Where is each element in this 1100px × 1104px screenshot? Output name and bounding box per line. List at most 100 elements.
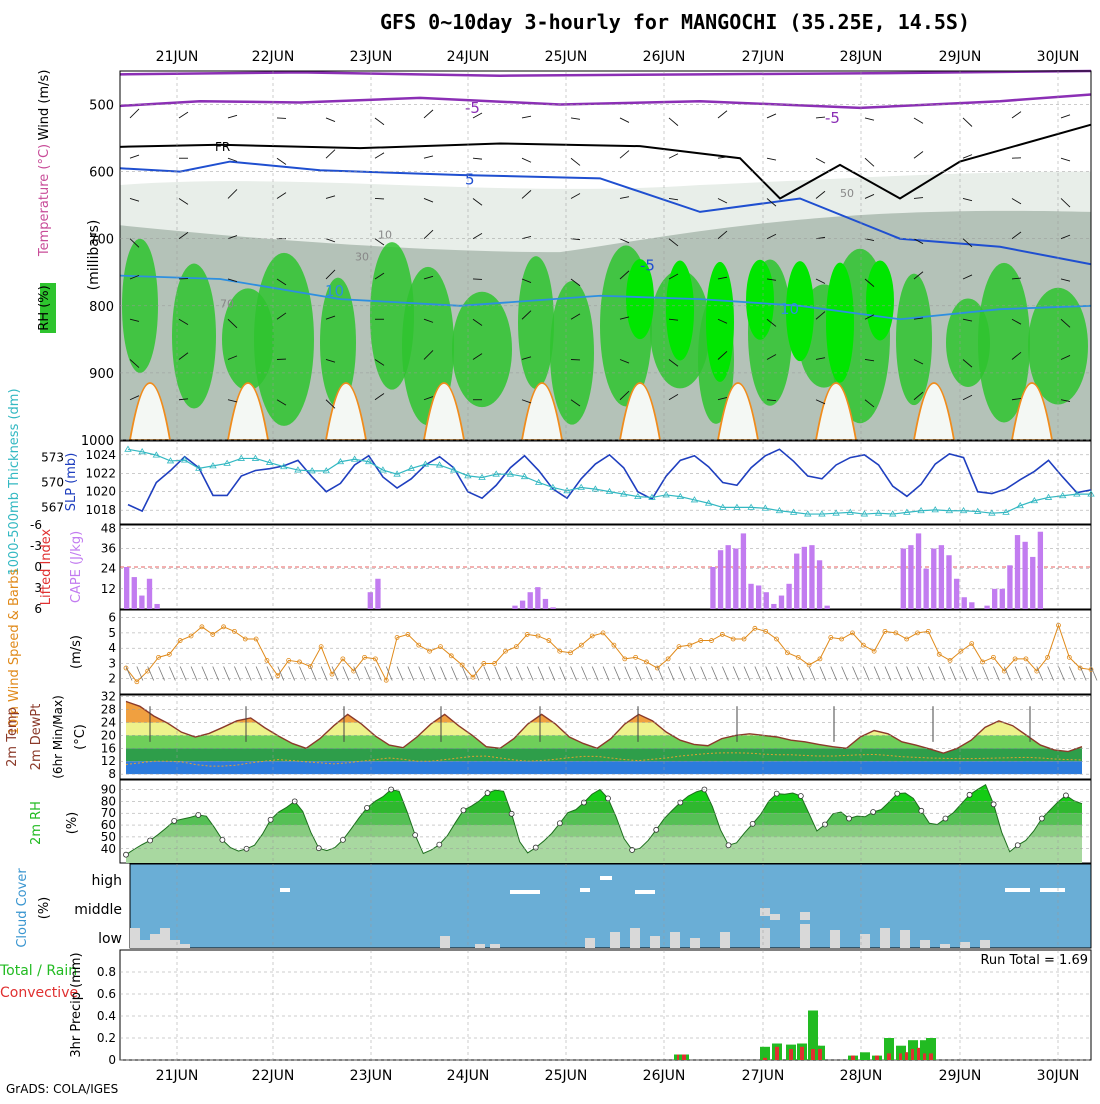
cape-bar [901, 549, 906, 609]
rh-bright-plume [866, 260, 894, 340]
rh-marker [847, 816, 852, 821]
precip-conv-bar [887, 1053, 891, 1060]
date-label-top: 23JUN [350, 49, 393, 65]
contour-label: 30 [355, 251, 369, 264]
date-label-top: 24JUN [447, 49, 490, 65]
cape-bar [992, 589, 997, 609]
cape-bar [1007, 565, 1012, 609]
cape-bar [931, 549, 936, 609]
cape-bar [710, 567, 715, 609]
wind-legend-label: Wind (m/s) [37, 70, 52, 141]
rh-marker [654, 827, 659, 832]
cape-bar [741, 533, 746, 609]
rh-unit-label: (%) [65, 812, 80, 835]
rh-marker [509, 811, 514, 816]
cape-bar [969, 602, 974, 609]
rh-marker [1015, 843, 1020, 848]
cloud-mid-block [770, 914, 780, 920]
rh-marker [798, 794, 803, 799]
cape-bar [764, 592, 769, 609]
date-label-top: 21JUN [156, 49, 199, 65]
cape-bar [139, 596, 144, 609]
precip-tick: 0.4 [97, 1009, 116, 1023]
temp-tick: 8 [108, 767, 116, 781]
date-label-top: 27JUN [742, 49, 785, 65]
date-label-bottom: 21JUN [156, 1068, 199, 1084]
cape-bar [916, 533, 921, 609]
chart-title: GFS 0~10day 3-hourly for MANGOCHI (35.25… [380, 10, 970, 34]
rh-marker [1063, 793, 1068, 798]
cape-bar [779, 596, 784, 609]
contour-label: -5 [640, 257, 655, 275]
rh-bright-plume [706, 262, 734, 382]
contour-label: FR [215, 140, 230, 154]
cloud-high-block [1005, 888, 1030, 892]
rh-axis-label: 2m RH [29, 801, 44, 845]
cape-bar [1030, 557, 1035, 609]
cape-bar [535, 587, 540, 609]
rh-marker [871, 810, 876, 815]
date-label-bottom: 23JUN [350, 1068, 393, 1084]
precip-conv-bar [789, 1049, 793, 1060]
rh-bright-plume [666, 261, 694, 361]
date-label-top: 22JUN [252, 49, 295, 65]
rh-bright-plume [746, 260, 774, 340]
contour-label: 50 [840, 187, 854, 200]
rh-green-plume [896, 274, 932, 405]
temp-tick: 24 [101, 715, 116, 729]
slp-tick: 1024 [85, 448, 116, 462]
rh-marker [678, 800, 683, 805]
slp-axis-label: SLP (mb) [64, 453, 79, 512]
cape-bar [756, 585, 761, 609]
precip-conv-bar [851, 1056, 855, 1060]
wind-tick: 2 [108, 672, 116, 686]
cape-bar [718, 550, 723, 609]
cape-bar [771, 604, 776, 609]
thickness-axis-label: 1000-500mb Thickness (dm) [7, 388, 22, 575]
cloud-low-block [630, 928, 640, 948]
cape-tick: 48 [101, 521, 116, 535]
cloud-low-block [670, 932, 680, 948]
cloud-low-block [800, 924, 810, 948]
rh-marker [943, 816, 948, 821]
wind-barb-10m [1091, 667, 1097, 681]
precip-axis-label: 3hr Precip (mm) [69, 952, 84, 1057]
cape-bar [733, 549, 738, 609]
cloud-low-block [170, 940, 180, 948]
cape-bar [1022, 542, 1027, 609]
date-label-bottom: 26JUN [643, 1068, 686, 1084]
precip-conv-bar [775, 1047, 779, 1060]
contour-label: -5 [465, 99, 480, 117]
precip-conv-bar [929, 1053, 933, 1060]
precip-total-legend: Total / Rain [0, 963, 77, 979]
cloud-mid-block [760, 908, 770, 916]
wind-tick: 5 [108, 626, 116, 640]
pressure-axis-label: (millibars) [86, 220, 102, 291]
contour-label: 10 [378, 228, 392, 241]
pressure-tick: 900 [89, 367, 114, 382]
cape-bar [1000, 589, 1005, 609]
temp-tick: 32 [101, 690, 116, 704]
cloud-high-block [280, 888, 290, 892]
rh-marker [340, 837, 345, 842]
precip-tick: 0 [108, 1053, 116, 1067]
cape-bar [124, 567, 129, 609]
cloud-low-block [490, 944, 500, 948]
cloud-low-block [940, 944, 950, 948]
rh-marker [316, 846, 321, 851]
cape-tick: 36 [101, 542, 116, 556]
precip-conv-bar [763, 1058, 767, 1060]
thickness-tick: 567 [41, 500, 64, 514]
rh-tick: 90 [101, 782, 116, 796]
cloud-low-block [160, 928, 170, 948]
cloud-low-block [980, 940, 990, 948]
date-label-bottom: 28JUN [840, 1068, 883, 1084]
cape-bar [946, 555, 951, 609]
rh-marker [437, 842, 442, 847]
cape-bar [923, 569, 928, 609]
rh-marker [124, 852, 129, 857]
rh-marker [365, 805, 370, 810]
rh-green-plume [452, 292, 512, 407]
pressure-tick: 600 [89, 166, 114, 181]
